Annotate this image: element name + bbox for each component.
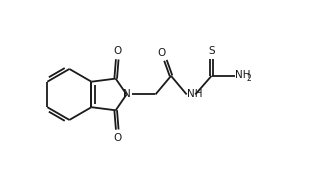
Text: O: O xyxy=(158,48,166,58)
Text: NH: NH xyxy=(235,70,251,80)
Text: O: O xyxy=(113,46,121,56)
Text: S: S xyxy=(208,46,215,56)
Text: NH: NH xyxy=(187,89,203,99)
Text: O: O xyxy=(113,133,121,143)
Text: N: N xyxy=(123,89,130,99)
Text: 2: 2 xyxy=(247,74,251,83)
